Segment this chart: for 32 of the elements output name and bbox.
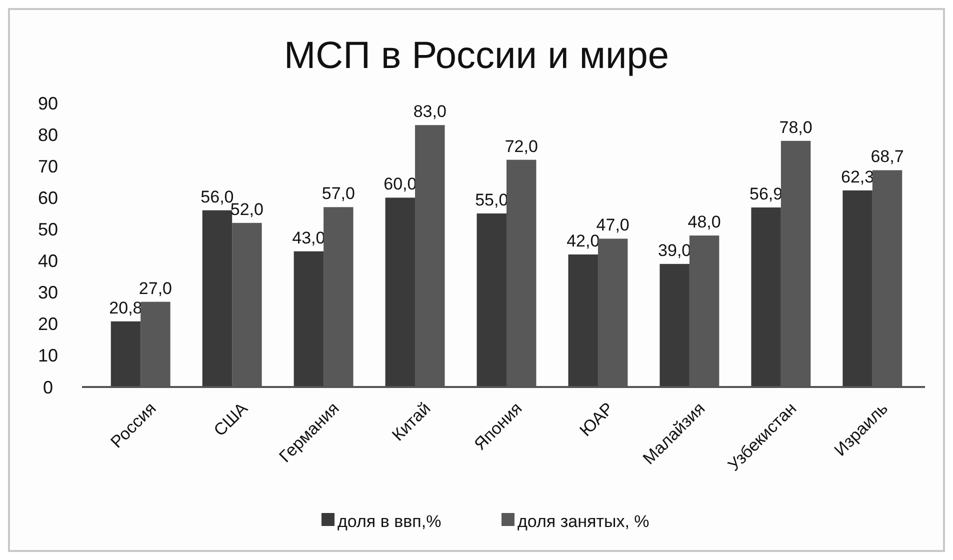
bar — [385, 198, 416, 387]
bar — [110, 321, 141, 387]
chart-title: МСП в России и мире — [284, 35, 669, 77]
bar — [751, 207, 781, 387]
data-label: 62,3 — [840, 167, 874, 186]
bar — [568, 254, 598, 387]
data-label: 27,0 — [138, 278, 172, 298]
data-label: 78,0 — [779, 118, 812, 137]
y-tick-label: 70 — [38, 156, 58, 176]
y-tick-label: 80 — [38, 124, 58, 145]
bar — [202, 210, 232, 387]
data-label: 56,9 — [750, 184, 783, 204]
y-tick-label: 0 — [42, 377, 54, 398]
data-label: 72,0 — [504, 136, 538, 156]
data-label: 57,0 — [322, 184, 355, 204]
y-tick-label: 50 — [38, 220, 58, 240]
bar — [842, 190, 872, 387]
legend-label: доля занятых, % — [518, 512, 650, 532]
y-tick-label: 20 — [38, 314, 58, 334]
y-tick-label: 60 — [38, 188, 58, 208]
y-tick-label: 30 — [38, 282, 58, 303]
bar — [294, 251, 324, 387]
bar — [476, 213, 506, 387]
legend-label: доля в ввп,% — [338, 512, 442, 532]
y-tick-label: 10 — [38, 346, 58, 366]
y-tick-label: 40 — [38, 251, 58, 272]
bar — [660, 264, 690, 387]
y-tick-label: 90 — [38, 93, 58, 114]
data-label: 48,0 — [688, 212, 721, 232]
data-label: 39,0 — [658, 240, 692, 260]
data-label: 68,7 — [870, 147, 904, 166]
data-label: 83,0 — [413, 102, 446, 122]
